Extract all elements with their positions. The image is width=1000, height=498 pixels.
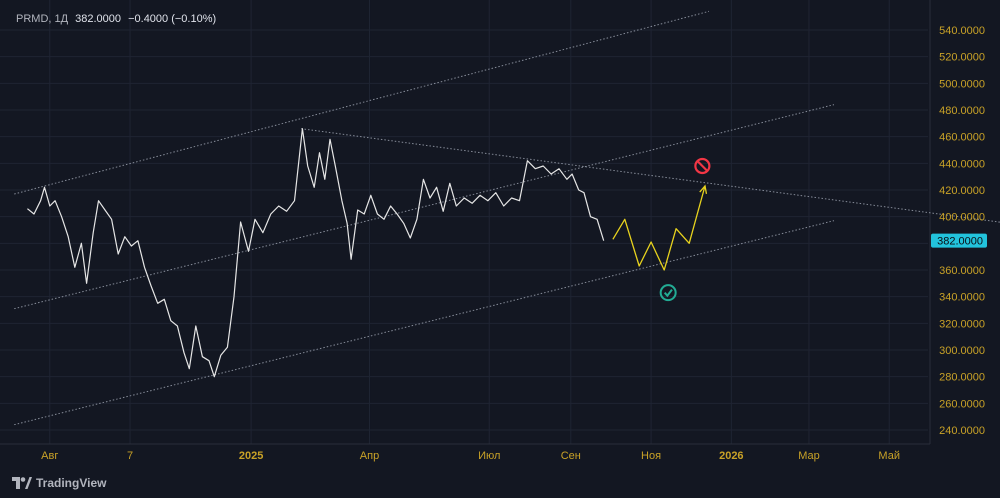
projection-line [612,185,706,271]
price-change-value: −0.4000 (−0.10%) [128,13,217,25]
y-tick-label: 260.0000 [939,398,985,410]
y-tick-label: 300.0000 [939,345,985,357]
trendline-channel-bottom [14,220,835,426]
y-tick-label: 420.0000 [939,185,985,197]
symbol-header: PRMD, 1Д 382.0000 −0.4000 (−0.10%) [16,13,216,25]
tradingview-logo-icon [12,477,32,489]
chart-lines [14,10,1000,426]
tradingview-brand[interactable]: TradingView [12,476,106,490]
y-tick-label: 400.0000 [939,212,985,224]
y-tick-label: 340.0000 [939,292,985,304]
x-tick-label: 2025 [239,450,263,462]
x-tick-label: 2026 [719,450,743,462]
symbol-label[interactable]: PRMD, 1Д [16,13,69,25]
y-tick-label: 460.0000 [939,132,985,144]
trendline-channel-middle [14,104,835,310]
x-tick-label: 7 [127,450,133,462]
trendline-channel-top [14,10,710,195]
y-tick-label: 540.0000 [939,25,985,37]
projection-arrowhead [699,184,708,194]
x-tick-label: Июл [478,450,500,462]
y-tick-label: 360.0000 [939,265,985,277]
last-price-tag: 382.0000 [931,233,987,248]
x-tick-label: Апр [360,450,379,462]
y-axis[interactable]: 540.0000 520.0000 500.0000 480.0000 460.0000… [931,25,987,437]
svg-text:382.0000: 382.0000 [937,236,983,248]
target-check-marker [659,284,677,302]
y-tick-label: 440.0000 [939,158,985,170]
y-tick-label: 500.0000 [939,78,985,90]
x-tick-label: Май [878,450,900,462]
y-tick-label: 280.0000 [939,372,985,384]
x-axis[interactable]: Авг 7 2025 Апр Июл Сен Ноя 2026 Мар Май [41,450,900,462]
price-series-line [27,128,605,378]
y-tick-label: 240.0000 [939,425,985,437]
last-price-value: 382.0000 [75,13,122,25]
invalidation-marker [694,157,711,175]
x-tick-label: Мар [798,450,820,462]
x-tick-label: Ноя [641,450,661,462]
x-tick-label: Сен [561,450,581,462]
chart-markers [659,157,711,302]
y-tick-label: 520.0000 [939,52,985,64]
brand-label: TradingView [36,476,107,490]
chart-grid [0,0,931,445]
y-tick-label: 480.0000 [939,105,985,117]
x-tick-label: Авг [41,450,58,462]
y-tick-label: 320.0000 [939,318,985,330]
